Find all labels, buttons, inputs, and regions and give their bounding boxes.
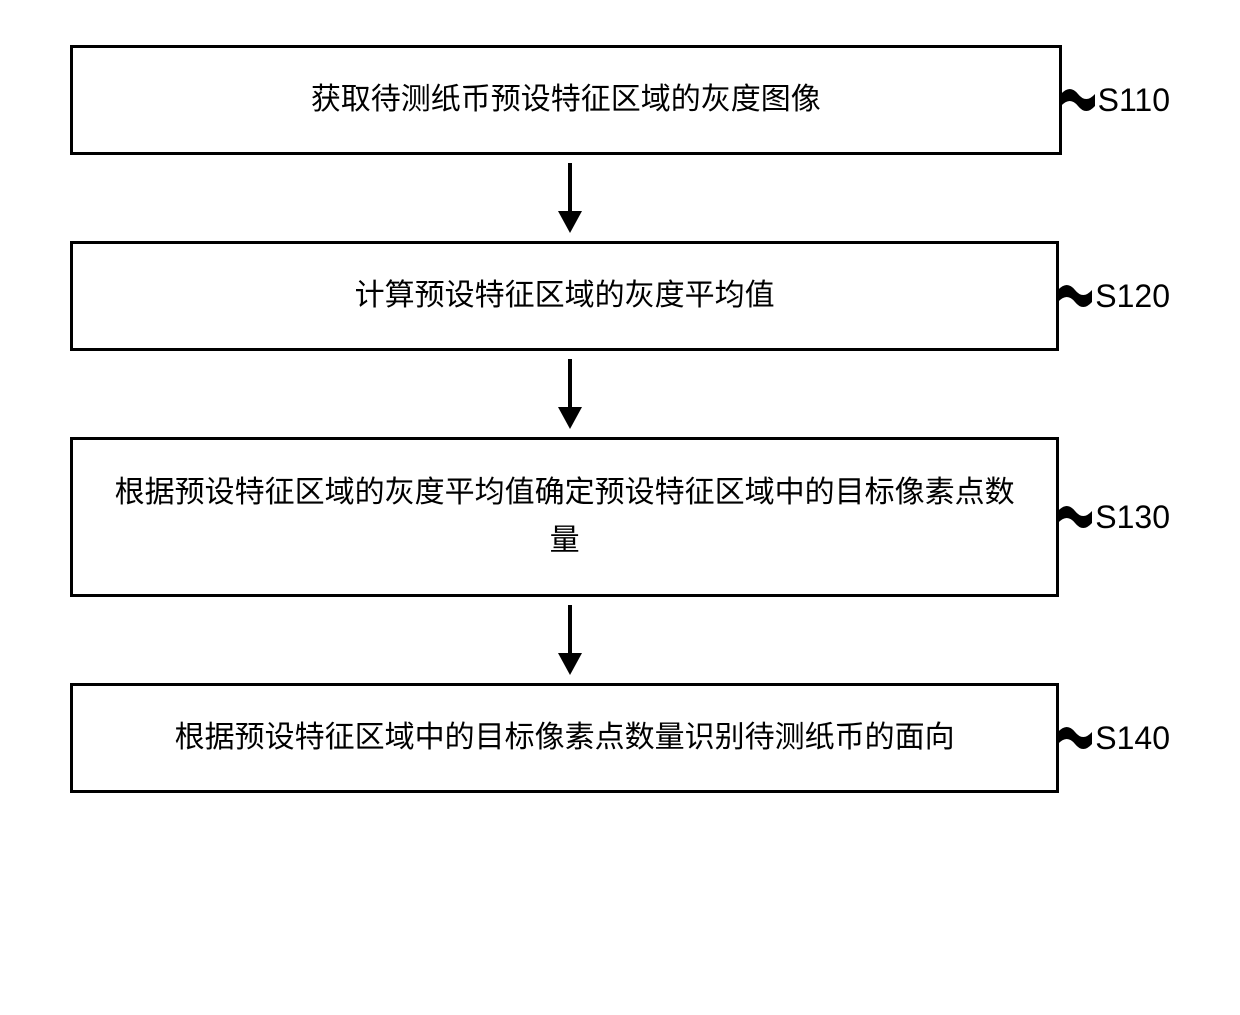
step-s130: 根据预设特征区域的灰度平均值确定预设特征区域中的目标像素点数量 S130 [70, 437, 1170, 597]
step-label-wrap: S110 [1058, 80, 1170, 120]
step-box: 根据预设特征区域中的目标像素点数量识别待测纸币的面向 [70, 683, 1059, 793]
connector-tilde-icon [1055, 276, 1095, 316]
step-label: S140 [1095, 720, 1170, 757]
connector-tilde-icon [1055, 718, 1095, 758]
step-box: 根据预设特征区域的灰度平均值确定预设特征区域中的目标像素点数量 [70, 437, 1059, 597]
arrow-s120-s130 [70, 351, 1070, 437]
flowchart-container: 获取待测纸币预设特征区域的灰度图像 S110 计算预设特征区域的灰度平均值 [70, 45, 1170, 793]
step-label-wrap: S120 [1055, 276, 1170, 316]
arrow-s130-s140 [70, 597, 1070, 683]
arrow-down-icon [550, 359, 590, 429]
connector-tilde-icon [1058, 80, 1098, 120]
arrow-s110-s120 [70, 155, 1070, 241]
step-text: 获取待测纸币预设特征区域的灰度图像 [311, 76, 821, 124]
connector-tilde-icon [1055, 497, 1095, 537]
step-text: 计算预设特征区域的灰度平均值 [355, 272, 775, 320]
step-s140: 根据预设特征区域中的目标像素点数量识别待测纸币的面向 S140 [70, 683, 1170, 793]
step-label: S130 [1095, 499, 1170, 536]
step-label-wrap: S140 [1055, 718, 1170, 758]
step-s120: 计算预设特征区域的灰度平均值 S120 [70, 241, 1170, 351]
step-label: S110 [1098, 82, 1170, 119]
step-s110: 获取待测纸币预设特征区域的灰度图像 S110 [70, 45, 1170, 155]
step-label: S120 [1095, 278, 1170, 315]
arrow-down-icon [550, 605, 590, 675]
step-text: 根据预设特征区域的灰度平均值确定预设特征区域中的目标像素点数量 [113, 469, 1016, 565]
arrow-down-icon [550, 163, 590, 233]
step-box: 计算预设特征区域的灰度平均值 [70, 241, 1059, 351]
step-label-wrap: S130 [1055, 497, 1170, 537]
step-box: 获取待测纸币预设特征区域的灰度图像 [70, 45, 1062, 155]
step-text: 根据预设特征区域中的目标像素点数量识别待测纸币的面向 [175, 714, 955, 762]
